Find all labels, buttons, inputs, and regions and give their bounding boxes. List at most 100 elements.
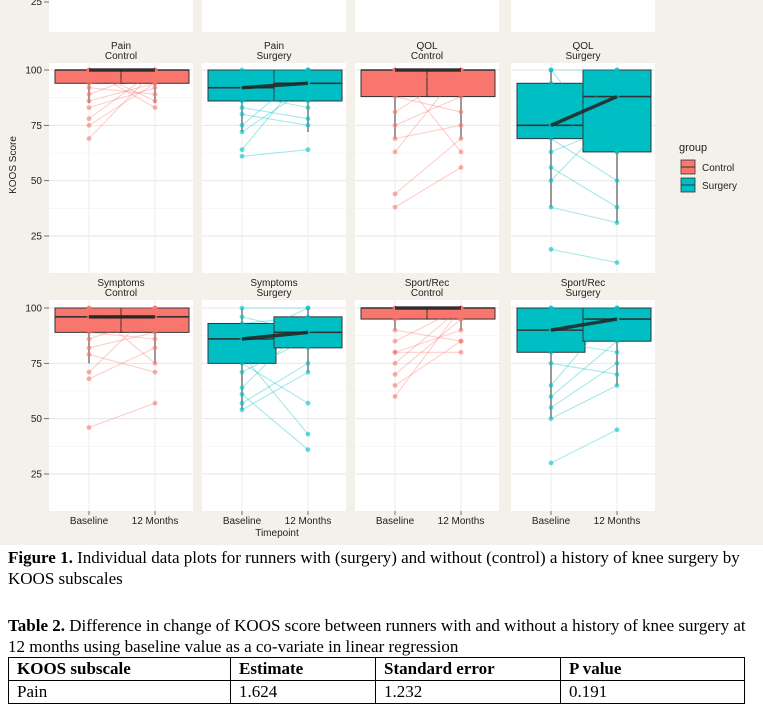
panel-background-partial (355, 0, 499, 32)
data-point (86, 74, 92, 80)
data-point (239, 385, 245, 391)
subject-line (394, 329, 462, 342)
subject-line (241, 362, 309, 404)
subject-line (394, 138, 462, 195)
data-point (548, 360, 554, 366)
data-point (614, 220, 620, 226)
subject-line (550, 307, 618, 331)
data-point (458, 94, 464, 99)
facet-strip-label: Symptoms (97, 278, 144, 289)
data-point (152, 80, 158, 86)
legend-label: Surgery (702, 181, 737, 192)
data-point (239, 400, 245, 406)
data-point (239, 74, 245, 80)
panel-background-partial (49, 0, 193, 32)
table-caption-label: Table 2. (8, 616, 66, 635)
subject-line (394, 329, 462, 353)
data-point (239, 91, 245, 97)
data-point (305, 105, 311, 111)
y-tick-label: 100 (25, 304, 42, 315)
subject-line (88, 82, 156, 126)
subject-line (88, 353, 156, 373)
data-point (239, 129, 245, 135)
data-point (458, 136, 464, 142)
subject-line (394, 307, 462, 397)
data-point (548, 149, 554, 155)
data-point (548, 383, 554, 388)
subject-line (88, 316, 156, 340)
subject-line (241, 69, 309, 126)
panel-background (355, 63, 499, 273)
subject-line (241, 354, 309, 435)
data-point (392, 80, 398, 86)
data-point (305, 98, 311, 104)
data-point (86, 122, 92, 128)
data-point (152, 345, 158, 351)
subject-line (241, 149, 309, 157)
subject-line (241, 307, 309, 340)
subject-line (241, 82, 309, 102)
data-point (392, 149, 398, 155)
data-point (152, 85, 158, 91)
figure-1: 25 Pain Control Pain Surgery QOL Control QOL Sur… (0, 0, 763, 545)
x-tick-label: Baseline (532, 516, 571, 527)
subject-line (394, 96, 462, 126)
median-trend-line (550, 94, 618, 127)
subject-line (241, 107, 309, 120)
data-point (305, 305, 311, 311)
data-point (239, 321, 245, 326)
figure-caption-label: Figure 1. (8, 548, 73, 567)
subject-line (394, 307, 462, 364)
facet-strip-label: QOL (416, 41, 438, 52)
data-point (548, 80, 554, 86)
data-point (614, 383, 620, 388)
y-tick-label: 75 (31, 359, 43, 370)
facet-strip-label: Symptoms (250, 278, 297, 289)
subject-line (394, 69, 462, 153)
x-tick-label: 12 Months (438, 516, 485, 527)
data-point (548, 338, 554, 344)
data-point (458, 349, 464, 355)
data-point (392, 122, 398, 128)
facet-strip-label: Pain (264, 41, 284, 52)
data-point (239, 407, 245, 413)
data-point (86, 305, 92, 311)
subject-line (394, 166, 462, 208)
subject-line (550, 340, 618, 353)
subject-line (394, 307, 462, 320)
facet-strip-label: Surgery (256, 288, 291, 299)
koos-table: KOOS subscale Estimate Standard error P … (8, 657, 745, 704)
data-point (614, 109, 620, 115)
data-point (305, 360, 311, 366)
data-point (86, 336, 92, 342)
data-point (614, 338, 620, 344)
facet-strip-label: Surgery (565, 288, 600, 299)
facet-strip-label: Control (411, 288, 443, 299)
data-point (305, 321, 311, 326)
subject-line (241, 87, 309, 133)
data-point (239, 80, 245, 86)
facet-strip-label: Surgery (256, 51, 291, 62)
data-point (86, 352, 92, 357)
data-point (614, 305, 620, 311)
subject-line (550, 362, 618, 375)
subject-line (550, 111, 618, 182)
subject-line (394, 69, 462, 113)
data-point (305, 67, 311, 73)
subject-line (241, 69, 309, 84)
data-point (458, 80, 464, 86)
data-point (86, 98, 92, 104)
subject-line (88, 331, 156, 340)
data-point (86, 329, 92, 335)
x-tick-label: Baseline (376, 516, 415, 527)
subject-line (241, 316, 309, 325)
data-point (239, 360, 245, 366)
y-tick-label-partial: 25 (31, 0, 43, 8)
data-point (152, 360, 158, 366)
data-point (239, 105, 245, 111)
subject-line (241, 113, 309, 126)
facet-strip-label: Sport/Rec (405, 278, 449, 289)
subject-line (550, 124, 618, 153)
data-point (86, 136, 92, 142)
subject-line (241, 87, 309, 102)
